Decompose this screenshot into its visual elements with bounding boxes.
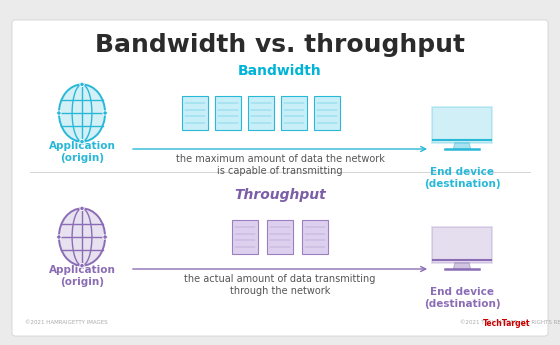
- FancyBboxPatch shape: [267, 220, 293, 254]
- Ellipse shape: [59, 208, 105, 266]
- FancyBboxPatch shape: [215, 96, 241, 130]
- Text: Bandwidth: Bandwidth: [238, 64, 322, 78]
- Circle shape: [103, 235, 108, 239]
- FancyBboxPatch shape: [432, 227, 492, 263]
- Text: TechTarget: TechTarget: [483, 318, 530, 327]
- FancyBboxPatch shape: [182, 96, 208, 130]
- FancyBboxPatch shape: [232, 220, 258, 254]
- Circle shape: [80, 82, 84, 87]
- Circle shape: [57, 235, 61, 239]
- Text: Application
(origin): Application (origin): [49, 265, 115, 287]
- FancyBboxPatch shape: [12, 20, 548, 336]
- Ellipse shape: [59, 85, 105, 141]
- Polygon shape: [454, 263, 470, 269]
- Text: the maximum amount of data the network
is capable of transmitting: the maximum amount of data the network i…: [176, 154, 384, 176]
- Text: Bandwidth vs. throughput: Bandwidth vs. throughput: [95, 33, 465, 57]
- Text: ©2021 TECHTARGET. ALL RIGHTS RESERVED.: ©2021 TECHTARGET. ALL RIGHTS RESERVED.: [460, 321, 560, 325]
- Text: Application
(origin): Application (origin): [49, 141, 115, 162]
- Circle shape: [80, 263, 84, 268]
- Text: End device
(destination): End device (destination): [424, 287, 500, 308]
- FancyBboxPatch shape: [248, 96, 274, 130]
- Text: the actual amount of data transmitting
through the network: the actual amount of data transmitting t…: [184, 274, 376, 296]
- FancyBboxPatch shape: [432, 107, 492, 143]
- Circle shape: [80, 206, 84, 210]
- Circle shape: [57, 111, 61, 115]
- Text: ©2021 HAMRAIGETTY IMAGES: ©2021 HAMRAIGETTY IMAGES: [25, 321, 108, 325]
- Circle shape: [103, 111, 108, 115]
- FancyBboxPatch shape: [314, 96, 340, 130]
- FancyBboxPatch shape: [281, 96, 307, 130]
- Text: Throughput: Throughput: [234, 188, 326, 202]
- Circle shape: [80, 139, 84, 144]
- Polygon shape: [454, 143, 470, 149]
- FancyBboxPatch shape: [302, 220, 328, 254]
- Text: End device
(destination): End device (destination): [424, 167, 500, 189]
